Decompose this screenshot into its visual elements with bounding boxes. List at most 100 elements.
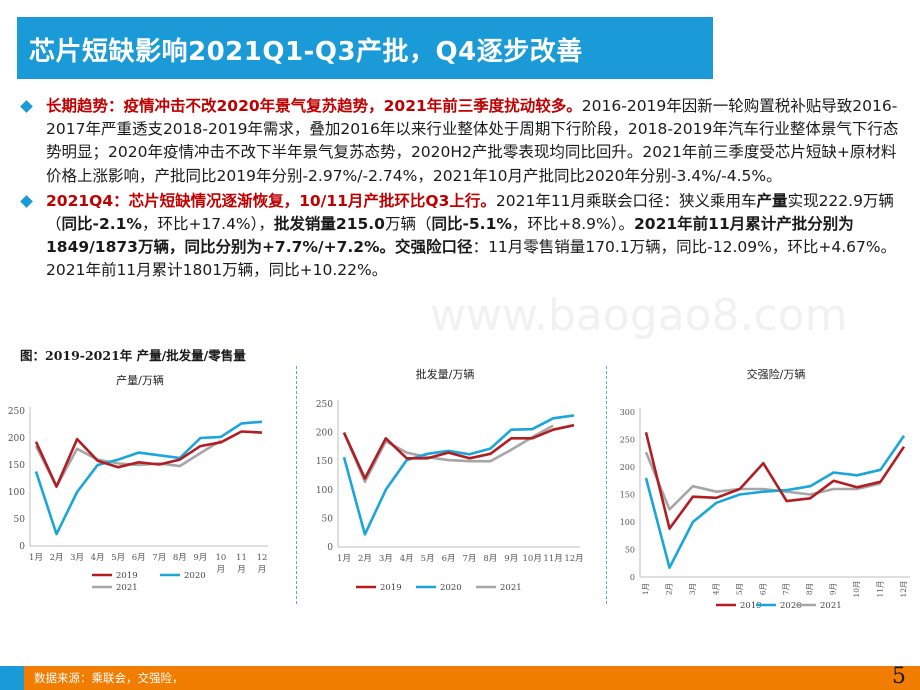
x-tick-label: 11 [236,553,247,563]
bullet-text-bold: 同比-2.1% [61,215,142,234]
x-tick-label: 9月 [504,554,518,564]
y-tick-label: 150 [316,457,333,467]
bullet-long-term: 长期趋势：疫情冲击不改2020年景气复苏趋势，2021年前三季度扰动较多。201… [20,95,900,188]
x-tick-label: 6月 [132,553,146,563]
x-tick-label: 2月 [358,554,372,564]
diamond-bullet-icon [20,194,33,208]
x-tick-label: 3月 [379,554,393,564]
y-tick-label: 100 [316,486,333,496]
chart-insurance-svg: 交强险/万辆 0 50 100 150 200 250 300 1月 2月 3月 4月 5月 6月 7月 8月… [620,367,910,611]
x-tick-label: 7月 [152,553,166,563]
bullet-text-bold: 2021年前11月累计产批分别为1849/1873万辆，同比分别为+7.7%/+… [46,215,854,257]
bullet-text: 万辆（ [384,215,432,234]
x-tick-label: 10月 [852,580,861,597]
x-tick-label: 10月 [523,554,542,564]
x-tick-label: 7月 [782,583,791,595]
chart-wholesale: 批发量/万辆 0 50 100 150 200 250 1月 2月 3月 4月 5月 6月 7月 8月 9月 1… [300,366,600,606]
x-tick-label: 月 [258,565,267,575]
x-tick-label: 9月 [829,583,838,595]
bullet-body: 2016-2019年因新一轮购置税补贴导致2016-2017年严重透支2018-… [46,97,899,185]
diamond-bullet-icon [20,100,33,113]
bullet-q4: 2021Q4：芯片短缺情况逐渐恢复，10/11月产批环比Q3上行。2021年11… [20,190,900,283]
series-line-2019 [342,423,575,480]
series-line-2019 [644,431,906,530]
y-tick-label: 150 [8,461,25,471]
x-tick-label: 11月 [876,580,885,597]
x-tick-label: 4月 [91,553,105,563]
chart-title: 产量/万辆 [116,373,164,387]
y-tick-label: 100 [8,488,25,498]
y-tick-label: 50 [14,515,26,525]
x-tick-label: 5月 [421,554,435,564]
bullet-text-bold: 产量 [756,191,788,210]
x-tick-label: 1月 [337,554,351,564]
y-tick-label: 200 [620,463,635,472]
chart-divider [296,366,297,604]
y-tick-label: 200 [8,434,25,444]
x-tick-label: 1月 [29,553,43,563]
chart-production-svg: 产量/万辆 0 50 100 150 200 250 1月 2月 3月 4月 5月 6月 7月 8月 9月 10… [8,373,268,593]
legend-label: 2019 [740,601,762,611]
bullet-text: ，环比+17.4%）， [141,215,274,234]
x-tick-label: 9月 [193,553,207,563]
y-tick-label: 150 [620,491,635,500]
series-line-2021 [342,424,554,484]
x-tick-label: 5月 [111,553,125,563]
figure-caption: 图：2019-2021年 产量/批发量/零售量 [20,348,246,363]
y-tick-label: 250 [316,400,333,410]
legend-label: 2020 [184,571,206,581]
y-tick-label: 250 [620,436,635,445]
bullet-head: 长期趋势：疫情冲击不改2020年景气复苏趋势，2021年前三季度扰动较多。 [46,97,582,115]
page-number: 5 [892,664,906,689]
x-tick-label: 4月 [400,554,414,564]
x-tick-label: 10 [215,553,226,563]
chart-divider [606,366,607,604]
y-tick-label: 300 [620,408,635,417]
x-tick-label: 2月 [50,553,64,563]
y-tick-label: 0 [630,573,635,582]
x-tick-label: 7月 [462,554,476,564]
y-tick-label: 100 [620,518,635,527]
x-tick-label: 5月 [735,583,744,595]
y-tick-label: 50 [322,514,334,524]
series-line-2020 [34,420,263,536]
bullet-list: 长期趋势：疫情冲击不改2020年景气复苏趋势，2021年前三季度扰动较多。201… [20,95,900,285]
x-tick-label: 1月 [641,583,650,595]
y-tick-label: 0 [327,543,333,553]
bullet-text: ，环比+8.9%）。 [511,215,635,234]
legend-label: 2019 [116,571,138,581]
x-tick-label: 2月 [664,583,673,595]
y-tick-label: 0 [19,542,25,552]
x-tick-label: 4月 [711,583,720,595]
bullet-head: 2021Q4：芯片短缺情况逐渐恢复，10/11月产批环比Q3上行。 [46,191,496,210]
legend-label: 2021 [820,601,842,611]
x-tick-label: 3月 [70,553,84,563]
bullet-text: ：11月零售销量170.1万辆，同比-12.09%，环比+4.67%。2021年… [46,238,897,280]
bullet-text-bold: 批发销量215.0 [273,215,385,234]
y-tick-label: 250 [8,407,25,417]
footer-bar [0,666,920,690]
series-line-2021 [644,451,881,511]
chart-title: 交强险/万辆 [747,367,806,381]
chart-title: 批发量/万辆 [416,367,475,381]
series-line-2019 [34,430,263,488]
chart-wholesale-svg: 批发量/万辆 0 50 100 150 200 250 1月 2月 3月 4月 5月 6月 7月 8月 9月 1… [316,367,584,593]
y-tick-label: 50 [625,546,635,555]
title-bar: 芯片短缺影响2021Q1-Q3产批，Q4逐步改善 [17,17,713,79]
x-tick-label: 8月 [173,553,187,563]
legend-label: 2021 [500,583,522,593]
x-tick-label: 8月 [483,554,497,564]
series-line-2020 [644,434,906,569]
footer-accent [0,666,24,690]
x-tick-label: 3月 [688,583,697,595]
series-line-2020 [342,414,575,536]
watermark: www.baogao8.com [430,290,848,341]
x-tick-label: 12月 [564,554,583,564]
x-tick-label: 8月 [805,583,814,595]
legend-label: 2021 [116,583,138,593]
chart-production: 产量/万辆 0 50 100 150 200 250 1月 2月 3月 4月 5月 6月 7月 8月 9月 10… [0,366,290,606]
legend-label: 2020 [780,601,802,611]
x-tick-label: 6月 [442,554,456,564]
bullet-text: 2021年11月乘联会口径：狭义乘用车 [495,191,757,210]
page-title: 芯片短缺影响2021Q1-Q3产批，Q4逐步改善 [29,37,583,67]
